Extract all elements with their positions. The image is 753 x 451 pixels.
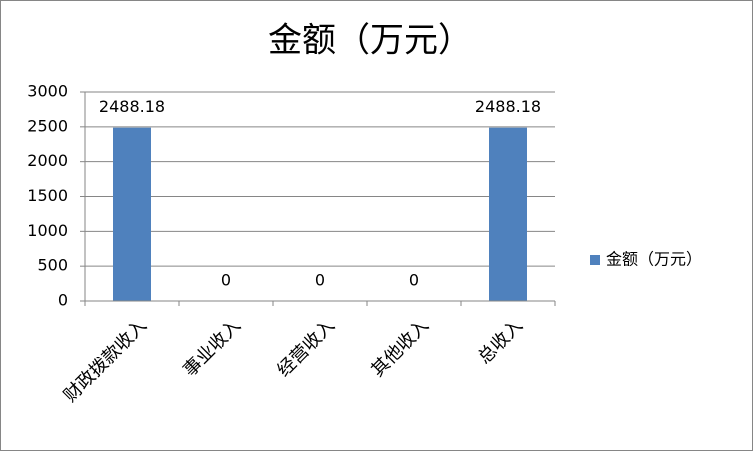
y-tick-label: 2500	[27, 116, 68, 135]
data-label: 2488.18	[99, 97, 165, 116]
data-label: 0	[221, 271, 231, 290]
y-tick-label: 0	[58, 291, 68, 310]
data-label: 0	[409, 271, 419, 290]
y-tick-label: 1000	[27, 221, 68, 240]
y-tick-label: 2000	[27, 151, 68, 170]
y-tick-label: 1500	[27, 186, 68, 205]
legend-swatch	[590, 255, 600, 265]
y-tick-label: 3000	[27, 82, 68, 101]
legend-label: 金额（万元）	[606, 250, 702, 269]
data-label: 0	[315, 271, 325, 290]
bar	[489, 127, 527, 301]
bar	[113, 127, 151, 301]
y-tick-label: 500	[37, 256, 68, 275]
data-label: 2488.18	[475, 97, 541, 116]
chart-title: 金额（万元）	[268, 21, 472, 61]
